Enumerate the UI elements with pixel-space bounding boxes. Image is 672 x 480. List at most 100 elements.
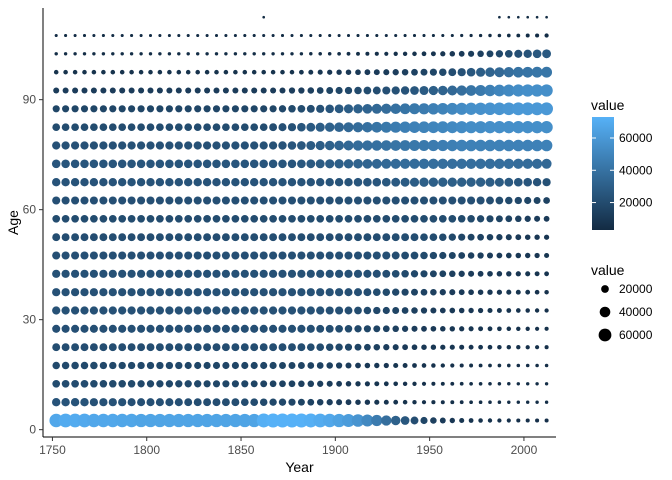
data-point [287,324,297,333]
data-point [335,251,344,260]
data-point [128,87,135,94]
data-point [418,158,430,169]
data-point [184,196,193,205]
data-point [165,306,174,315]
data-point [222,214,230,223]
data-point [506,308,512,313]
data-point [504,49,513,58]
data-point [307,362,315,369]
x-tick-label: 1800 [133,443,160,457]
data-point [70,141,80,150]
data-point [231,269,240,278]
data-point [306,122,316,132]
data-point [51,159,61,169]
data-point [223,69,229,75]
data-point [526,15,530,19]
data-point [240,251,249,260]
data-point [269,251,278,260]
y-tick-label: 0 [29,423,36,437]
data-point [250,105,258,113]
data-point [383,362,389,369]
data-point [401,270,409,278]
data-point [306,251,315,260]
data-point [381,103,392,114]
data-point [515,308,521,313]
data-point [400,416,410,425]
data-point [287,123,297,132]
data-point [212,398,221,407]
x-tick-label: 1900 [322,443,349,457]
data-point [449,51,456,57]
data-point [411,307,418,314]
data-point [345,69,352,75]
data-point [344,343,353,351]
data-point [287,141,297,150]
data-point [401,325,409,332]
data-point [363,306,372,315]
data-point [496,308,502,313]
data-point [356,51,360,56]
data-point [515,234,522,241]
data-point [61,324,70,333]
data-point [70,269,80,278]
data-point [184,288,193,297]
data-point [309,33,313,38]
data-point [431,381,436,386]
data-point [118,398,127,407]
data-point [202,178,212,187]
data-point [52,324,61,333]
data-point [507,382,511,386]
data-point [212,380,221,388]
data-point [522,158,533,169]
data-point [516,400,521,404]
x-tick-label: 1750 [39,443,66,457]
data-point [478,363,483,368]
data-point [541,158,552,169]
data-point [382,196,391,205]
data-point [127,343,136,352]
data-point [342,414,355,427]
data-point [430,417,437,424]
data-point [127,251,136,260]
data-point [269,196,278,205]
data-point [250,398,259,407]
data-point [297,141,306,150]
data-point [316,87,324,94]
data-point [412,381,417,386]
data-point [450,363,455,368]
data-point [514,196,522,205]
data-point [99,159,108,169]
data-point [279,380,286,388]
data-point [364,362,371,369]
data-point [298,87,305,94]
data-point [279,87,286,94]
data-point [146,141,155,150]
data-point [382,306,390,315]
data-point [128,105,136,113]
data-point [249,159,259,169]
data-point [446,121,459,134]
data-point [410,233,419,242]
data-point [269,361,277,370]
data-point [486,215,494,223]
data-point [222,87,229,94]
data-point [61,269,70,278]
data-point [259,141,268,150]
data-point [474,121,487,134]
data-point [485,67,495,77]
data-point [459,344,465,350]
data-point [108,159,118,169]
data-point [504,177,514,187]
data-point [80,379,89,388]
data-point [410,270,419,278]
data-point [525,418,530,423]
data-point [127,141,136,150]
data-point [543,197,550,204]
data-point [155,288,165,297]
data-point [382,233,391,242]
data-point [193,398,202,407]
data-point [392,307,400,314]
data-point [155,324,164,333]
data-point [89,306,99,315]
data-point [269,214,277,223]
